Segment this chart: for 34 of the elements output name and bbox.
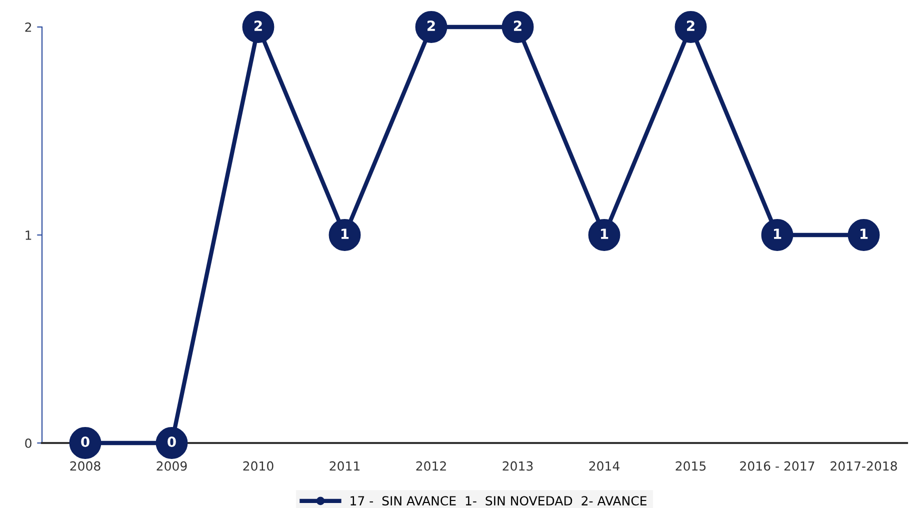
point — [156, 427, 188, 459]
point — [69, 427, 102, 459]
x-tick-label: 2012 — [416, 461, 446, 471]
x-tick-label: 2010 — [243, 461, 274, 471]
data-label: 2 — [254, 20, 262, 31]
data-label: 1 — [341, 228, 349, 239]
x-tick-label: 2017-2018 — [830, 461, 897, 471]
x-tick-label: 2014 — [589, 461, 620, 471]
x-tick-label: 2013 — [502, 461, 533, 471]
point — [242, 11, 274, 43]
data-label: 1 — [774, 228, 782, 239]
y-tick-label: 1 — [26, 230, 32, 240]
x-tick-label: 2008 — [70, 461, 100, 471]
data-label: 0 — [81, 436, 90, 448]
point — [502, 11, 534, 43]
y-tick-label: 0 — [25, 438, 32, 448]
data-label: 1 — [600, 228, 608, 239]
data-label: 2 — [514, 20, 522, 31]
x-tick-label: 2009 — [156, 461, 187, 471]
point — [848, 219, 880, 251]
x-tick-label: 2016 - 2017 — [740, 461, 814, 471]
data-label: 2 — [428, 20, 435, 31]
data-label: 1 — [860, 228, 868, 239]
data-label: 0 — [168, 436, 176, 448]
x-tick-label: 2011 — [330, 461, 360, 471]
point — [415, 11, 448, 43]
point — [674, 11, 707, 43]
point — [328, 219, 361, 251]
x-tick-label: 2015 — [676, 461, 706, 471]
point — [588, 219, 620, 251]
y-tick-label: 2 — [25, 22, 32, 32]
point — [761, 219, 794, 251]
data-label: 2 — [687, 20, 694, 31]
legend-label: 17 - SIN AVANCE 1- SIN NOVEDAD 2- AVANCE — [350, 496, 646, 506]
